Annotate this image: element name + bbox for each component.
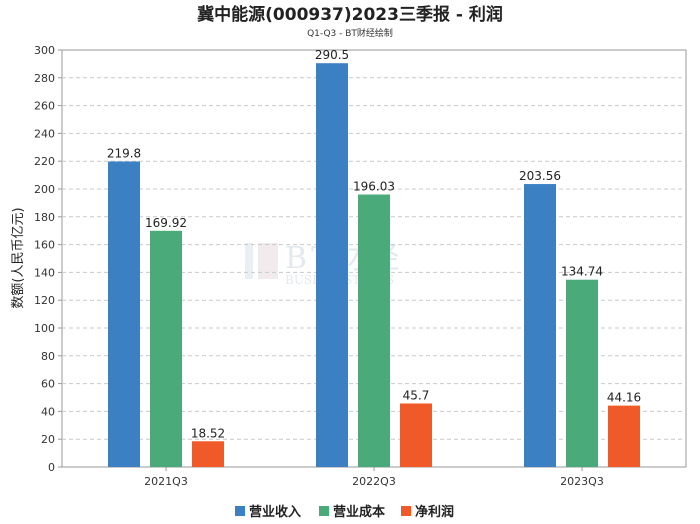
chart-legend: 营业收入 营业成本 净利润 bbox=[235, 504, 454, 520]
bar-series bbox=[108, 63, 640, 468]
bar-value-label: 219.8 bbox=[107, 146, 141, 160]
bar-value-label: 290.5 bbox=[315, 48, 349, 62]
y-tick-label: 0 bbox=[48, 461, 55, 474]
bar-value-labels: 219.8 169.92 18.52 290.5 196.03 45.7 203.56 134… bbox=[107, 48, 641, 440]
bar-value-label: 203.56 bbox=[519, 169, 561, 183]
bar bbox=[524, 184, 556, 467]
watermark-logo-block bbox=[245, 243, 253, 279]
legend-label: 营业成本 bbox=[333, 504, 385, 520]
bar-value-label: 169.92 bbox=[145, 216, 187, 230]
y-tick-label: 180 bbox=[34, 211, 55, 224]
legend-swatch bbox=[319, 506, 329, 516]
legend-label: 净利润 bbox=[415, 504, 454, 520]
y-tick-label: 40 bbox=[41, 405, 55, 418]
bar bbox=[608, 405, 640, 467]
y-tick-label: 140 bbox=[34, 266, 55, 279]
y-tick-label: 60 bbox=[41, 378, 55, 391]
bar-value-label: 18.52 bbox=[191, 426, 225, 440]
y-tick-label: 240 bbox=[34, 127, 55, 140]
chart-subtitle: Q1-Q3 - BT财经绘制 bbox=[307, 27, 393, 39]
y-axis-ticks: 0 20 40 60 80 100 120 140 160 180 200 220 240 260 280 3… bbox=[34, 44, 62, 474]
y-tick-label: 100 bbox=[34, 322, 55, 335]
y-tick-label: 300 bbox=[34, 44, 55, 57]
bar bbox=[316, 63, 348, 468]
y-tick-label: 220 bbox=[34, 155, 55, 168]
y-tick-label: 160 bbox=[34, 239, 55, 252]
legend-swatch bbox=[235, 506, 245, 516]
x-tick-label: 2022Q3 bbox=[352, 475, 396, 488]
bar bbox=[358, 194, 390, 467]
chart-title: 冀中能源(000937)2023三季报 - 利润 bbox=[197, 4, 503, 25]
legend-swatch bbox=[401, 506, 411, 516]
bar bbox=[150, 230, 182, 467]
bar bbox=[400, 403, 432, 467]
y-tick-label: 200 bbox=[34, 183, 55, 196]
y-tick-label: 260 bbox=[34, 100, 55, 113]
x-tick-label: 2023Q3 bbox=[560, 475, 604, 488]
y-tick-label: 20 bbox=[41, 433, 55, 446]
y-tick-label: 120 bbox=[34, 294, 55, 307]
y-axis-label: 数额(人民币亿元) bbox=[11, 207, 26, 308]
y-tick-label: 80 bbox=[41, 350, 55, 363]
bar-value-label: 44.16 bbox=[607, 391, 641, 405]
bar bbox=[108, 161, 140, 467]
bar-value-label: 134.74 bbox=[561, 265, 603, 279]
x-axis-ticks: 2021Q3 2022Q3 2023Q3 bbox=[144, 467, 604, 488]
watermark-logo-block bbox=[258, 243, 278, 279]
legend-label: 营业收入 bbox=[249, 504, 301, 520]
bar bbox=[192, 441, 224, 467]
bar-value-label: 196.03 bbox=[353, 180, 395, 194]
x-tick-label: 2021Q3 bbox=[144, 475, 188, 488]
y-tick-label: 280 bbox=[34, 72, 55, 85]
bar-value-label: 45.7 bbox=[403, 388, 430, 402]
bar bbox=[566, 279, 598, 467]
